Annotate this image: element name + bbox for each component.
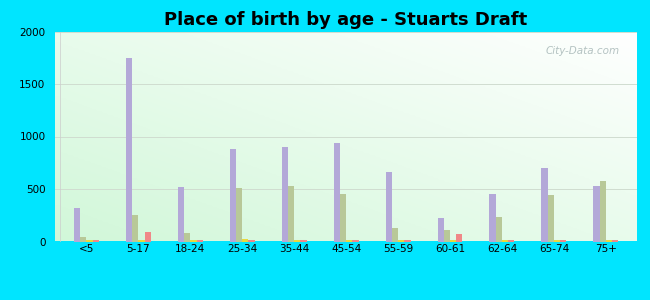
Bar xyxy=(496,217,502,242)
Bar xyxy=(138,240,144,242)
Bar xyxy=(346,240,352,242)
Bar xyxy=(144,232,151,242)
Bar xyxy=(502,241,508,242)
Bar xyxy=(593,186,599,242)
Bar xyxy=(398,241,404,242)
Title: Place of birth by age - Stuarts Draft: Place of birth by age - Stuarts Draft xyxy=(164,11,528,28)
Bar xyxy=(248,240,255,242)
Bar xyxy=(236,188,242,242)
Bar xyxy=(606,240,612,242)
Bar xyxy=(93,240,99,242)
Bar xyxy=(126,58,132,242)
Bar xyxy=(340,194,346,242)
Bar xyxy=(450,241,456,242)
Bar xyxy=(281,147,288,242)
Bar xyxy=(178,187,184,242)
Bar xyxy=(599,181,606,242)
Bar xyxy=(333,143,340,242)
Bar xyxy=(74,208,80,242)
Bar xyxy=(190,241,196,242)
Bar xyxy=(300,240,307,242)
Bar xyxy=(548,195,554,242)
Bar xyxy=(489,194,496,242)
Bar xyxy=(184,233,190,242)
Bar xyxy=(554,240,560,242)
Bar xyxy=(196,240,203,242)
Bar xyxy=(541,168,548,242)
Bar xyxy=(288,186,294,242)
Bar xyxy=(437,218,444,242)
Bar xyxy=(392,228,398,242)
Bar xyxy=(86,241,93,242)
Bar xyxy=(508,241,514,242)
Bar xyxy=(80,237,86,242)
Bar xyxy=(560,241,566,242)
Bar xyxy=(456,234,463,242)
Bar xyxy=(404,241,411,242)
Bar xyxy=(385,172,392,242)
Bar xyxy=(612,240,618,242)
Bar xyxy=(294,240,300,242)
Text: City-Data.com: City-Data.com xyxy=(545,46,619,56)
Bar xyxy=(242,239,248,242)
Bar xyxy=(352,241,359,242)
Bar xyxy=(132,215,138,242)
Bar xyxy=(444,230,450,242)
Bar xyxy=(230,149,236,242)
